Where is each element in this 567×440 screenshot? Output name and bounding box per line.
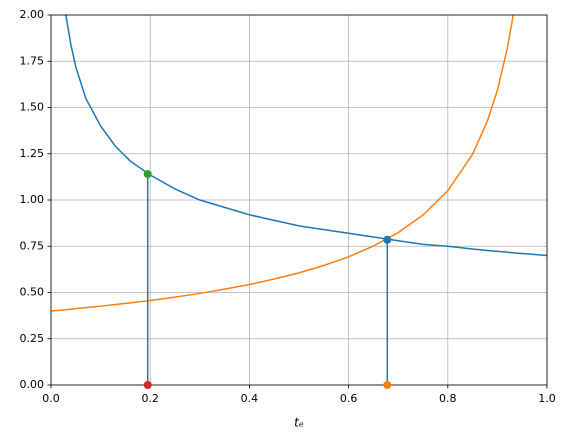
x-axis-label: tₑ	[294, 416, 304, 430]
point	[143, 381, 152, 389]
y-tick-label: 0.50	[20, 286, 45, 299]
x-tick-label: 0.4	[241, 392, 259, 405]
y-tick-label: 0.25	[20, 332, 45, 345]
y-tick-label: 1.50	[20, 101, 45, 114]
x-tick-label: 1.0	[538, 392, 556, 405]
point	[383, 381, 392, 389]
y-tick-label: 1.25	[20, 147, 45, 160]
y-tick-label: 0.75	[20, 239, 45, 252]
x-tick-label: 0.0	[42, 392, 60, 405]
y-tick-label: 0.00	[20, 378, 45, 391]
y-tick-label: 2.00	[20, 8, 45, 21]
point	[383, 235, 392, 244]
y-tick-label: 1.75	[20, 54, 45, 67]
line-series	[65, 15, 547, 257]
y-tick-label: 1.00	[20, 193, 45, 206]
point	[143, 170, 152, 179]
x-tick-label: 0.6	[340, 392, 358, 405]
line-series	[51, 15, 514, 312]
x-tick-label: 0.2	[141, 392, 159, 405]
x-tick-label: 0.8	[439, 392, 457, 405]
